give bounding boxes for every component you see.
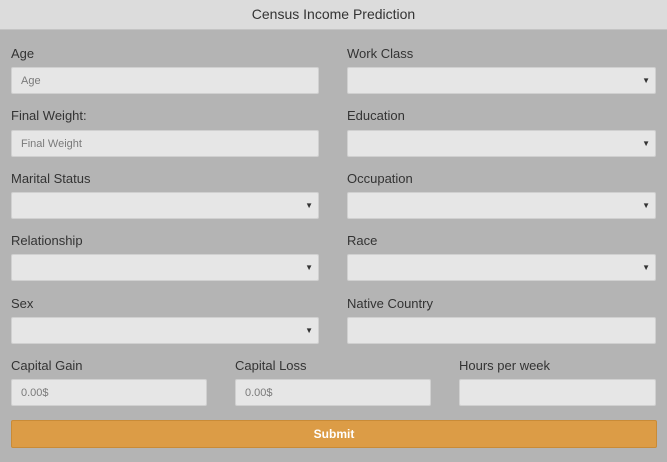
race-select[interactable]: ▼	[347, 254, 656, 281]
capital-gain-input[interactable]	[11, 379, 207, 406]
work-class-select[interactable]: ▼	[347, 67, 656, 94]
dropdown-arrow-icon: ▼	[305, 263, 313, 272]
age-label: Age	[11, 46, 35, 61]
dropdown-arrow-icon: ▼	[642, 263, 650, 272]
work-class-label: Work Class	[347, 46, 414, 61]
capital-loss-label: Capital Loss	[235, 358, 307, 373]
capital-gain-label: Capital Gain	[11, 358, 83, 373]
dropdown-arrow-icon: ▼	[642, 76, 650, 85]
race-label: Race	[347, 233, 378, 248]
sex-select[interactable]: ▼	[11, 317, 319, 344]
dropdown-arrow-icon: ▼	[305, 326, 313, 335]
dropdown-arrow-icon: ▼	[642, 139, 650, 148]
native-country-input[interactable]	[347, 317, 656, 344]
final-weight-input[interactable]	[11, 130, 319, 157]
hours-per-week-input[interactable]	[459, 379, 656, 406]
marital-status-select[interactable]: ▼	[11, 192, 319, 219]
hours-per-week-label: Hours per week	[459, 358, 551, 373]
marital-status-label: Marital Status	[11, 171, 91, 186]
final-weight-label: Final Weight:	[11, 108, 87, 123]
dropdown-arrow-icon: ▼	[305, 201, 313, 210]
capital-loss-input[interactable]	[235, 379, 431, 406]
age-input[interactable]	[11, 67, 319, 94]
education-select[interactable]: ▼	[347, 130, 656, 157]
page-title: Census Income Prediction	[0, 0, 667, 30]
relationship-select[interactable]: ▼	[11, 254, 319, 281]
occupation-select[interactable]: ▼	[347, 192, 656, 219]
submit-button[interactable]: Submit	[11, 420, 657, 448]
relationship-label: Relationship	[11, 233, 83, 248]
dropdown-arrow-icon: ▼	[642, 201, 650, 210]
sex-label: Sex	[11, 296, 34, 311]
education-label: Education	[347, 108, 405, 123]
occupation-label: Occupation	[347, 171, 413, 186]
native-country-label: Native Country	[347, 296, 433, 311]
